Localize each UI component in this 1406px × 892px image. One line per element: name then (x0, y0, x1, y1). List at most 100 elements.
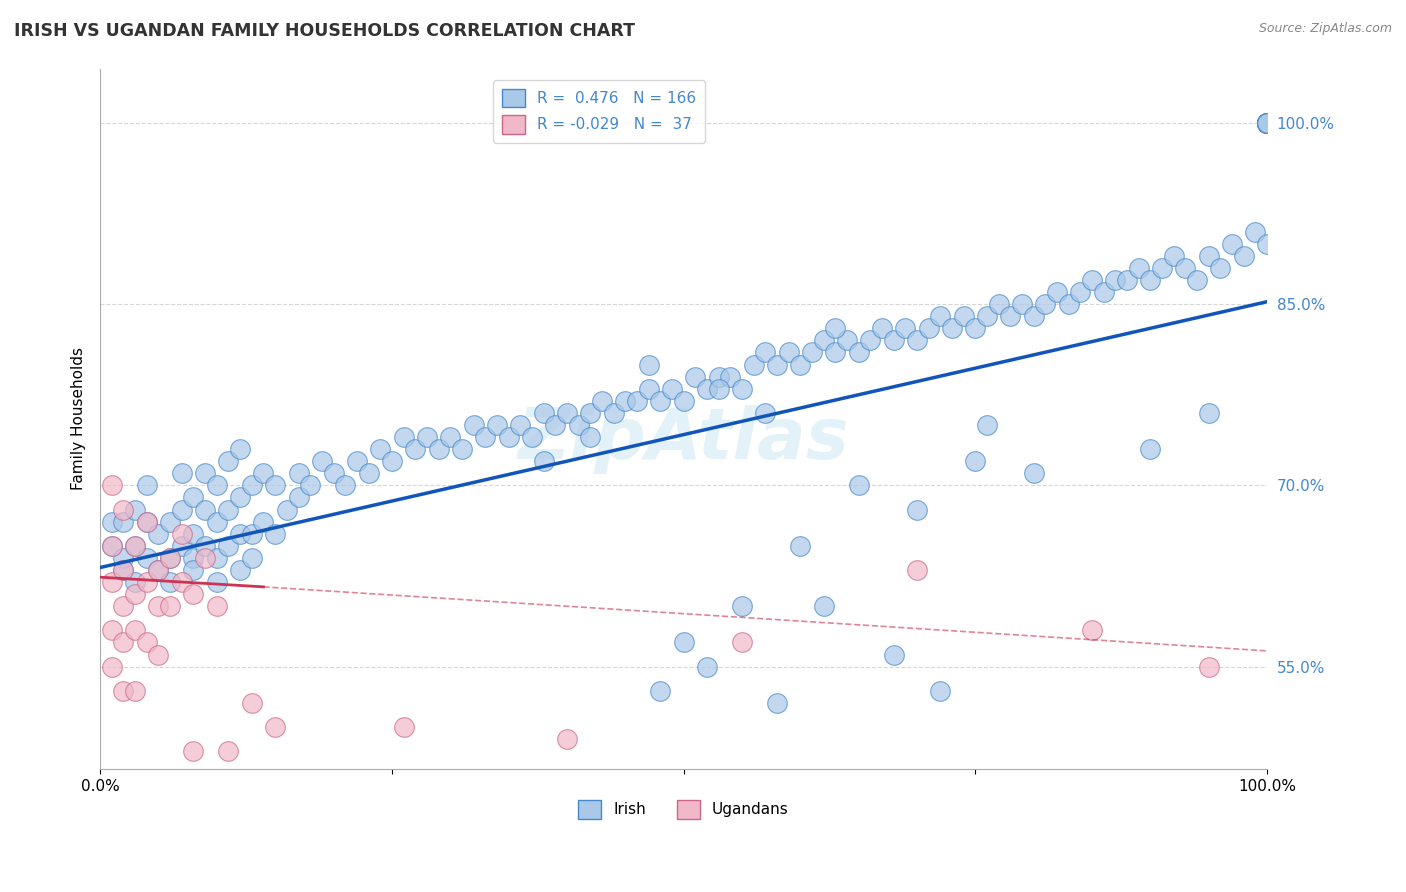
Point (579, 406, 602, 420)
Point (427, 442, 450, 456)
Point (450, 442, 472, 456)
Point (135, 515, 157, 529)
Point (229, 491, 252, 505)
Point (789, 358, 811, 372)
Point (848, 345, 870, 359)
Point (498, 430, 520, 444)
Point (485, 417, 508, 432)
Point (1198, 406, 1220, 420)
Point (683, 369, 706, 384)
Point (240, 696, 263, 710)
Point (883, 334, 905, 348)
Point (135, 550, 157, 565)
Point (159, 599, 181, 614)
Point (218, 744, 240, 758)
Point (533, 406, 555, 420)
Point (252, 467, 274, 481)
Point (148, 563, 170, 577)
Point (240, 478, 263, 492)
Point (742, 358, 765, 372)
Point (1104, 273, 1126, 287)
Point (112, 550, 135, 565)
Point (929, 683, 952, 698)
Point (824, 345, 846, 359)
Point (112, 563, 135, 577)
Point (416, 430, 439, 444)
Point (731, 382, 754, 396)
Point (159, 550, 181, 565)
Point (101, 515, 124, 529)
Point (1139, 442, 1161, 456)
Point (148, 563, 170, 577)
Point (718, 369, 741, 384)
Point (976, 309, 998, 323)
Point (404, 442, 426, 456)
Point (1256, 116, 1278, 130)
Point (1256, 116, 1278, 130)
Point (124, 502, 146, 516)
Point (835, 334, 858, 348)
Point (439, 430, 461, 444)
Point (101, 539, 124, 553)
Point (754, 345, 776, 359)
Point (1256, 116, 1278, 130)
Point (883, 648, 905, 662)
Point (135, 515, 157, 529)
Point (1046, 285, 1069, 299)
Point (474, 430, 496, 444)
Point (637, 358, 659, 372)
Point (1022, 467, 1045, 481)
Point (789, 539, 811, 553)
Point (218, 502, 240, 516)
Point (205, 550, 228, 565)
Point (1128, 260, 1150, 275)
Point (509, 417, 531, 432)
Point (124, 539, 146, 553)
Point (1150, 260, 1173, 275)
Point (183, 526, 205, 541)
Point (672, 393, 695, 408)
Point (357, 467, 380, 481)
Point (463, 417, 485, 432)
Point (591, 393, 613, 408)
Point (1256, 116, 1278, 130)
Point (965, 321, 987, 335)
Point (1185, 273, 1208, 287)
Point (287, 491, 309, 505)
Point (1163, 249, 1185, 263)
Point (637, 382, 659, 396)
Point (205, 515, 228, 529)
Point (1220, 236, 1243, 251)
Text: IRISH VS UGANDAN FAMILY HOUSEHOLDS CORRELATION CHART: IRISH VS UGANDAN FAMILY HOUSEHOLDS CORRE… (14, 22, 636, 40)
Point (135, 635, 157, 649)
Point (276, 502, 298, 516)
Point (159, 515, 181, 529)
Point (101, 478, 124, 492)
Point (1092, 285, 1115, 299)
Point (1209, 260, 1232, 275)
Point (859, 334, 882, 348)
Point (941, 321, 963, 335)
Point (101, 659, 124, 673)
Point (731, 599, 754, 614)
Point (555, 406, 578, 420)
Point (1256, 116, 1278, 130)
Point (240, 526, 263, 541)
Point (218, 539, 240, 553)
Point (987, 297, 1010, 311)
Point (602, 406, 624, 420)
Point (1256, 116, 1278, 130)
Point (112, 599, 135, 614)
Point (650, 393, 672, 408)
Point (1256, 116, 1278, 130)
Point (229, 442, 252, 456)
Point (1022, 309, 1045, 323)
Point (848, 478, 870, 492)
Point (533, 454, 555, 468)
Point (1256, 116, 1278, 130)
Point (1244, 225, 1267, 239)
Point (264, 720, 287, 734)
Point (311, 454, 333, 468)
Point (240, 550, 263, 565)
Point (381, 454, 404, 468)
